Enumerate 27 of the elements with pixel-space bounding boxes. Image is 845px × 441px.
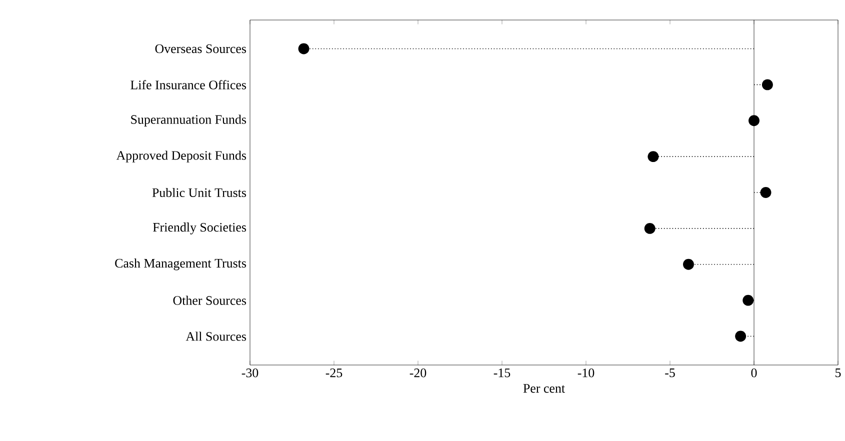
point — [735, 330, 746, 342]
y-tick-label: Other Sources — [173, 296, 246, 305]
x-tick-label: -30 — [242, 368, 258, 378]
x-axis-title: Per cent — [523, 384, 565, 393]
point — [648, 151, 659, 162]
point — [644, 222, 656, 234]
x-tick-label: -25 — [326, 368, 342, 378]
y-tick-label: Friendly Societies — [152, 222, 246, 234]
y-tick-label: Cash Management Trusts — [115, 258, 246, 270]
y-tick-label: All Sources — [186, 332, 246, 341]
x-tick-label: -20 — [410, 368, 426, 378]
y-tick-label: Approved Deposit Funds — [116, 150, 246, 162]
point — [760, 187, 772, 198]
x-tick-label: -5 — [665, 368, 675, 378]
point — [762, 79, 773, 90]
point — [748, 115, 760, 126]
x-tick-label: -15 — [494, 368, 510, 378]
x-tick-label: 0 — [751, 368, 757, 378]
y-tick-label: Overseas Sources — [155, 44, 246, 54]
x-tick-label: 5 — [836, 368, 841, 378]
y-tick-label: Life Insurance Offices — [130, 80, 246, 90]
y-tick-label: Superannuation Funds — [131, 114, 246, 126]
point — [742, 294, 754, 306]
x-tick-label: -10 — [578, 368, 594, 378]
y-tick-label: Public Unit Trusts — [152, 188, 246, 198]
point — [683, 258, 694, 270]
point — [298, 43, 310, 54]
